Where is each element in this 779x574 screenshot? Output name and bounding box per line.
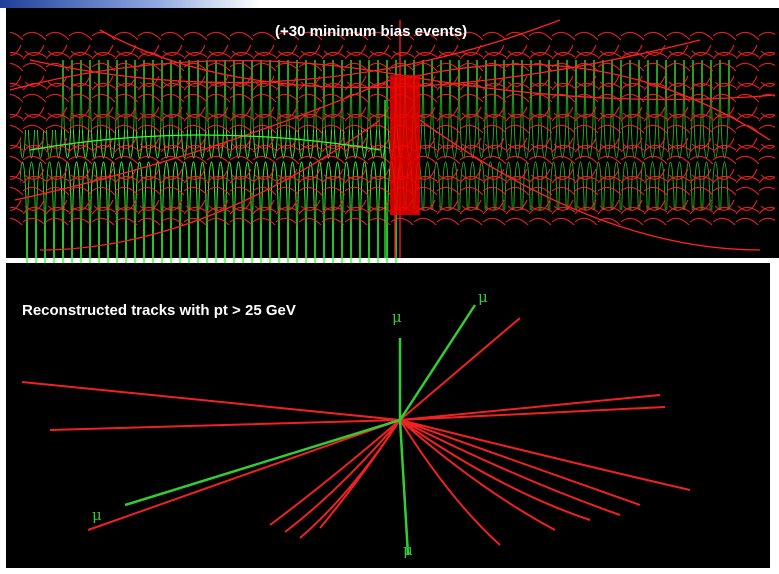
- caption: (+30 minimum bias events): [275, 23, 467, 40]
- header-strip: [0, 0, 260, 8]
- central-cluster: [390, 75, 420, 215]
- muon-label: μ: [392, 308, 402, 326]
- page: (+30 minimum bias events) All charged tr…: [0, 0, 779, 574]
- muon-label: μ: [478, 288, 488, 306]
- bottom-label: Reconstructed tracks with pt > 25 GeV: [22, 302, 296, 319]
- event-display: (+30 minimum bias events) All charged tr…: [0, 0, 779, 574]
- muon-label: μ: [92, 506, 102, 524]
- muon-label: μ: [403, 541, 413, 559]
